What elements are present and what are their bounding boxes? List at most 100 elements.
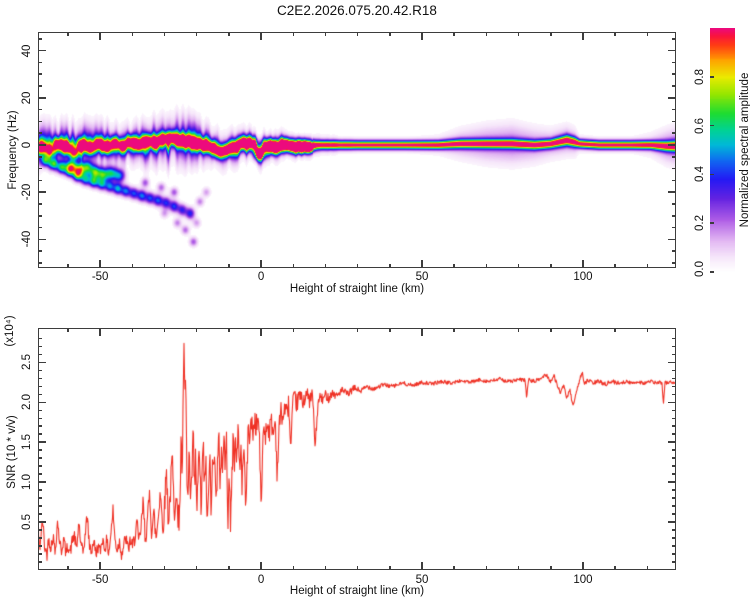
x-tick [646,328,649,332]
y-tick [672,449,676,451]
y-tick [38,481,46,483]
spectrogram-heatmap [38,32,676,268]
x-tick [582,562,584,570]
x-tick [582,260,584,268]
y-tick [38,49,46,52]
y-tick [38,385,42,388]
x-tick [550,328,552,332]
y-tick [38,409,42,411]
y-tick [672,377,676,380]
y-tick [38,529,42,531]
y-tick [672,250,676,252]
y-tick [672,353,676,356]
x-tick [163,566,166,570]
y-tick [38,97,46,99]
y-tick [672,167,676,170]
x-tick [485,32,488,36]
colorbar [710,28,735,272]
y-tick [38,425,42,427]
y-tick [38,191,46,193]
y-tick [672,108,676,111]
y-tick [672,215,676,217]
y-tick [672,179,676,182]
colorbar-tick [710,173,714,176]
x-tick [646,264,649,268]
y-tick [672,425,676,427]
x-tick [195,328,198,332]
y-tick [672,545,676,547]
y-tick [672,473,676,475]
y-tick-label: 20 [21,91,33,105]
y-tick [38,433,42,435]
y-tick [672,38,676,40]
x-tick [292,566,294,570]
x-tick [228,264,230,268]
y-tick [672,120,676,123]
y-tick [38,473,42,475]
x-tick [453,32,455,36]
x-tick [67,32,69,36]
x-tick [582,32,584,40]
y-tick [38,489,42,491]
y-tick [672,561,676,563]
y-tick [38,417,42,419]
y-tick [672,262,676,264]
y-tick [672,537,676,539]
y-tick [38,38,42,40]
y-tick [672,497,676,499]
y-tick [672,385,676,388]
colorbar-tick-label: 0.6 [694,117,706,134]
snr-panel [38,328,676,570]
x-tick [389,264,391,268]
x-tick [99,32,101,40]
x-tick-label: -50 [91,574,109,586]
x-tick [421,32,423,40]
y-tick [668,401,676,404]
y-tick [672,457,676,459]
x-tick [99,562,101,570]
x-tick [550,264,552,268]
y-tick [38,449,42,451]
y-tick [38,393,42,396]
x-tick [324,566,327,570]
y-tick [38,144,46,146]
y-tick [38,203,42,205]
x-tick [453,328,455,332]
y-tick [38,132,42,134]
y-tick-label: 1.0 [21,474,33,491]
x-tick-label: -50 [91,271,109,283]
x-tick [260,260,262,268]
y-tick [672,203,676,205]
snr-axis-label: SNR (10 * v/v) [6,415,18,489]
x-tick [195,264,198,268]
y-tick [38,505,42,507]
page-title: C2E2.2026.075.20.42.R18 [277,3,437,18]
colorbar-tick-label: 0.8 [694,68,706,85]
y-tick [672,505,676,507]
y-tick [38,545,42,547]
y-tick [38,521,46,523]
x-tick [163,32,166,36]
y-tick-label: 2.0 [21,394,33,411]
y-tick-label: 0.5 [21,514,33,531]
x-tick [163,264,166,268]
y-tick [38,85,42,87]
x-tick [517,566,520,570]
y-tick [668,481,676,483]
y-tick [668,191,676,193]
y-tick [672,85,676,87]
x-tick [195,32,198,36]
x-tick [67,566,69,570]
x-tick [517,264,520,268]
x-tick [292,32,294,36]
x-tick [453,566,455,570]
y-tick-label: -40 [21,231,33,248]
y-tick [672,345,676,348]
y-tick [38,262,42,264]
y-tick [38,120,42,123]
x-tick [614,328,616,332]
snr-scale-note: (x10⁴) [4,315,16,347]
x-tick [228,328,230,332]
x-tick-label: 0 [257,271,265,283]
